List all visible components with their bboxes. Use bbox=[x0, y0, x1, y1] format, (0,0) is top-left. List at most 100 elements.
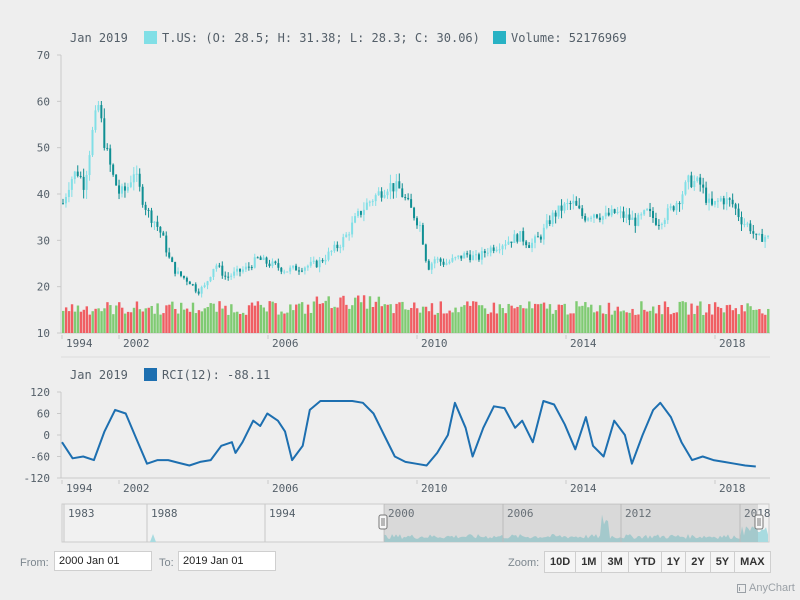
volume-bar bbox=[153, 313, 156, 333]
rci-legend: Jan 2019 RCI(12): -88.11 bbox=[70, 368, 270, 382]
candle-body bbox=[433, 259, 436, 264]
volume-bar bbox=[280, 311, 283, 333]
volume-bar bbox=[239, 314, 242, 333]
credits-link[interactable]: AnyChart bbox=[737, 582, 795, 594]
volume-bar bbox=[112, 314, 115, 333]
candle-body bbox=[725, 198, 728, 205]
candle-body bbox=[295, 265, 298, 271]
candle-body bbox=[613, 209, 616, 213]
candle-body bbox=[280, 267, 283, 272]
volume-bar bbox=[560, 304, 563, 333]
volume-bar bbox=[578, 306, 581, 333]
navigator-selection[interactable] bbox=[384, 504, 758, 542]
candle-body bbox=[587, 218, 590, 221]
volume-bar bbox=[587, 307, 590, 333]
candle-body bbox=[413, 207, 416, 219]
volume-bar bbox=[82, 309, 86, 333]
volume-bar bbox=[94, 308, 97, 333]
volume-bar bbox=[445, 313, 448, 333]
to-date-input[interactable] bbox=[178, 551, 276, 571]
volume-bar bbox=[200, 311, 204, 333]
volume-bar bbox=[168, 304, 171, 333]
volume-bar bbox=[348, 308, 351, 333]
candle-body bbox=[88, 155, 91, 176]
zoom-5y-button[interactable]: 5Y bbox=[709, 551, 736, 573]
navigator-left-handle[interactable] bbox=[378, 514, 388, 530]
candle-body bbox=[534, 236, 536, 243]
candle-body bbox=[277, 263, 280, 268]
volume-bar bbox=[386, 304, 389, 333]
navigator[interactable]: 1983 1988 1994 2000 2006 2012 2018 bbox=[61, 503, 771, 543]
volume-bar bbox=[430, 303, 434, 333]
navigator-label: 1988 bbox=[151, 507, 178, 520]
navigator-label: 2018 bbox=[744, 507, 771, 520]
candle-body bbox=[610, 209, 613, 216]
volume-bar bbox=[675, 312, 678, 333]
candle-body bbox=[147, 209, 150, 211]
candle-body bbox=[351, 222, 354, 235]
candle-body bbox=[442, 261, 445, 265]
candle-body bbox=[684, 182, 687, 195]
volume-bar bbox=[678, 301, 681, 333]
candle-body bbox=[660, 223, 663, 225]
candle-body bbox=[445, 263, 448, 265]
candle-body bbox=[73, 171, 76, 180]
zoom-1m-button[interactable]: 1M bbox=[575, 551, 603, 573]
candle-body bbox=[97, 105, 100, 111]
volume-bar bbox=[684, 302, 687, 333]
volume-bar bbox=[427, 311, 431, 333]
volume-bar bbox=[141, 311, 145, 333]
volume-bar bbox=[398, 302, 401, 333]
candle-body bbox=[519, 231, 522, 242]
candle-body bbox=[507, 241, 510, 245]
rci-y-tick-label: 60 bbox=[37, 408, 50, 421]
candle-body bbox=[581, 208, 584, 216]
volume-bar bbox=[593, 312, 596, 333]
candle-body bbox=[324, 259, 327, 262]
volume-bar bbox=[501, 308, 504, 333]
candle-body bbox=[342, 237, 345, 248]
volume-bar bbox=[345, 304, 348, 333]
volume-bar bbox=[525, 308, 528, 333]
volume-bar bbox=[64, 307, 68, 333]
volume-bar bbox=[466, 301, 469, 333]
volume-bar bbox=[159, 314, 162, 333]
zoom-1y-button[interactable]: 1Y bbox=[660, 551, 687, 573]
from-date-input[interactable] bbox=[54, 551, 152, 571]
zoom-max-button[interactable]: MAX bbox=[734, 551, 771, 573]
volume-bar bbox=[197, 310, 201, 333]
candle-body bbox=[439, 258, 442, 262]
navigator-right-handle[interactable] bbox=[754, 514, 764, 530]
rci-legend-text: RCI(12): -88.11 bbox=[162, 368, 270, 382]
zoom-2y-button[interactable]: 2Y bbox=[685, 551, 711, 573]
candle-body bbox=[359, 211, 362, 215]
volume-bar bbox=[194, 313, 198, 333]
volume-bar bbox=[740, 305, 743, 333]
zoom-3m-button[interactable]: 3M bbox=[601, 551, 629, 573]
volume-bar bbox=[88, 314, 91, 333]
candle-body bbox=[330, 250, 333, 252]
volume-bar bbox=[73, 311, 77, 333]
candle-body bbox=[652, 211, 654, 219]
candle-body bbox=[663, 220, 666, 224]
volume-bar bbox=[268, 301, 271, 333]
candle-body bbox=[286, 271, 289, 273]
volume-bar bbox=[489, 312, 493, 333]
navigator-label: 2006 bbox=[507, 507, 534, 520]
candle-body bbox=[76, 171, 79, 176]
candle-body bbox=[94, 110, 97, 130]
volume-bar bbox=[106, 302, 109, 333]
candle-body bbox=[395, 181, 398, 192]
volume-bar bbox=[156, 303, 159, 333]
volume-bar bbox=[755, 309, 758, 333]
candle-body bbox=[634, 217, 637, 226]
candle-body bbox=[513, 234, 516, 243]
candle-body bbox=[398, 181, 401, 189]
rci-x-axis: 1994 2002 2006 2010 2014 2018 bbox=[61, 480, 746, 495]
zoom-10d-button[interactable]: 10D bbox=[544, 551, 577, 573]
volume-legend-swatch bbox=[493, 31, 506, 44]
candle-body bbox=[171, 257, 174, 262]
candle-body bbox=[123, 186, 126, 191]
zoom-ytd-button[interactable]: YTD bbox=[627, 551, 662, 573]
volume-bar bbox=[292, 310, 295, 333]
